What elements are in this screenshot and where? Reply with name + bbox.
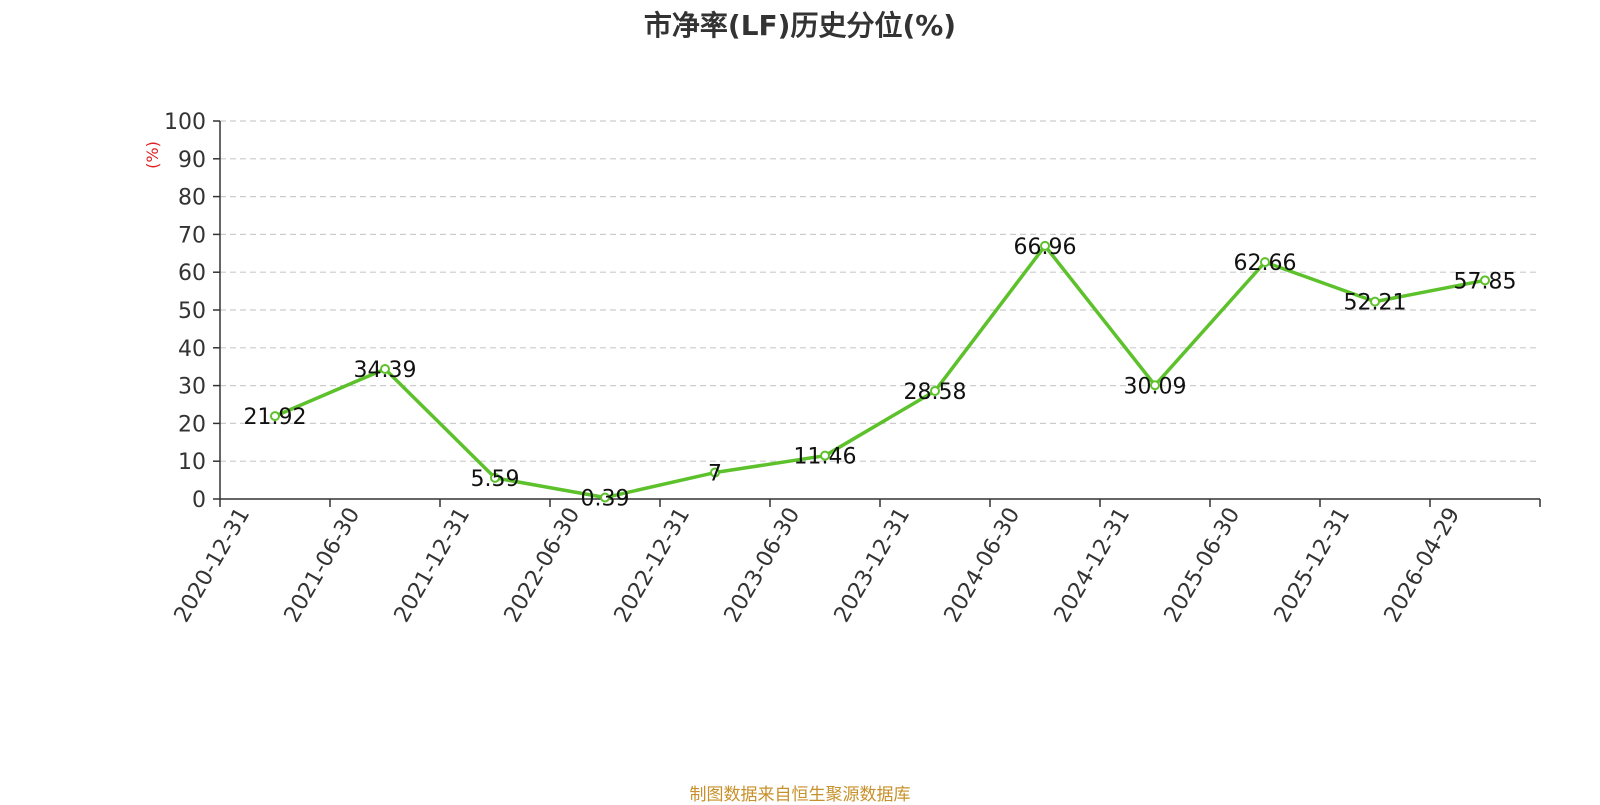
x-tick-label: 2026-04-29 — [1380, 504, 1466, 627]
data-label: 5.59 — [471, 467, 520, 492]
data-label: 34.39 — [354, 358, 417, 383]
x-tick-label: 2022-06-30 — [500, 504, 586, 627]
data-point — [930, 385, 940, 396]
y-tick-label: 50 — [178, 299, 206, 324]
data-point — [380, 364, 390, 375]
x-tick-label: 2024-12-31 — [1050, 504, 1136, 627]
data-point — [1480, 275, 1490, 286]
data-point — [1150, 380, 1160, 391]
y-tick-label: 60 — [178, 261, 206, 286]
y-tick-label: 30 — [178, 375, 206, 400]
data-point — [270, 411, 280, 422]
x-tick-label: 2023-12-31 — [830, 504, 916, 627]
y-tick-label: 90 — [178, 148, 206, 173]
data-point — [1370, 296, 1380, 307]
chart-title: 市净率(LF)历史分位(%) — [643, 9, 957, 42]
x-tick-label: 2025-06-30 — [1160, 504, 1246, 627]
data-point — [490, 472, 500, 483]
data-labels: 21.92 34.39 5.59 0.39 7 11.46 28.58 66.96 30.09 6… — [244, 235, 1517, 512]
y-tick-label: 80 — [178, 186, 206, 211]
y-tick-label: 70 — [178, 223, 206, 248]
source-note: 制图数据来自恒生聚源数据库 — [689, 785, 911, 805]
data-label: 62.66 — [1234, 251, 1297, 276]
x-tick-label: 2023-06-30 — [720, 504, 806, 627]
data-label: 0.39 — [581, 487, 630, 512]
x-tick-label: 2020-12-31 — [170, 504, 256, 627]
data-label: 66.96 — [1014, 235, 1077, 260]
data-point — [820, 450, 830, 461]
y-tick-label: 0 — [192, 488, 206, 513]
x-tick-label: 2025-12-31 — [1270, 504, 1356, 627]
data-point — [600, 492, 610, 503]
x-tick-label: 2022-12-31 — [610, 504, 696, 627]
data-point — [1040, 240, 1050, 251]
y-tick-label: 40 — [178, 337, 206, 362]
data-point — [710, 467, 720, 478]
x-tick-label: 2021-12-31 — [390, 504, 476, 627]
data-point — [1260, 257, 1270, 268]
y-axis-label: (%) — [143, 141, 162, 169]
data-label: 30.09 — [1124, 374, 1187, 399]
x-tick-label: 2024-06-30 — [940, 504, 1026, 627]
data-label: 7 — [708, 462, 722, 487]
data-label: 28.58 — [904, 380, 967, 405]
series-layer — [270, 240, 1490, 503]
data-label: 11.46 — [794, 445, 857, 470]
data-label: 21.92 — [244, 405, 307, 430]
data-label: 57.85 — [1454, 269, 1517, 294]
data-label: 52.21 — [1344, 291, 1407, 316]
y-tick-label: 20 — [178, 412, 206, 437]
series-line — [274, 244, 1486, 500]
y-tick-label: 100 — [164, 110, 206, 135]
y-tick-label: 10 — [178, 450, 206, 475]
x-tick-label: 2021-06-30 — [280, 504, 366, 627]
